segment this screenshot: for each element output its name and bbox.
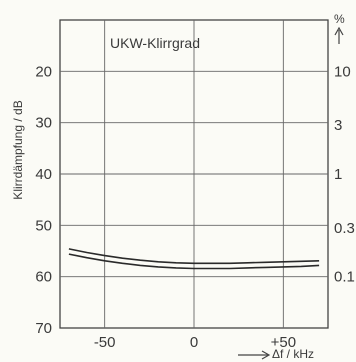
x-tick-label: 0 <box>190 334 198 351</box>
y-tick-label: 60 <box>35 269 52 286</box>
y2-tick-label: 10 <box>334 63 351 80</box>
y2-axis-title: % <box>334 12 345 26</box>
grid <box>60 20 328 328</box>
series-line-1 <box>68 248 320 265</box>
y-axis-title: Klirrdämpfung / dB <box>11 100 25 199</box>
series-group <box>68 248 320 270</box>
x-axis-title: Δf / kHz <box>272 347 314 361</box>
chart-title: UKW-Klirrgrad <box>110 35 200 51</box>
tick-labels: 20 30 40 50 60 70 10 3 1 0.3 0.1 -50 0 +50 <box>35 63 355 351</box>
y2-tick-label: 1 <box>334 166 342 183</box>
y-tick-label: 50 <box>35 217 52 234</box>
y2-tick-label: 3 <box>334 117 342 134</box>
x-tick-label: -50 <box>94 334 116 351</box>
y2-axis-arrow <box>334 26 344 44</box>
y-tick-label: 20 <box>35 63 52 80</box>
x-tick-label: +50 <box>271 334 296 351</box>
x-axis-arrow <box>238 350 271 360</box>
y-tick-label: 70 <box>35 320 52 337</box>
y2-tick-label: 0.1 <box>334 269 355 286</box>
y-tick-label: 40 <box>35 166 52 183</box>
y-tick-label: 30 <box>35 115 52 132</box>
y2-tick-label: 0.3 <box>334 220 355 237</box>
series-line-2 <box>68 253 320 270</box>
